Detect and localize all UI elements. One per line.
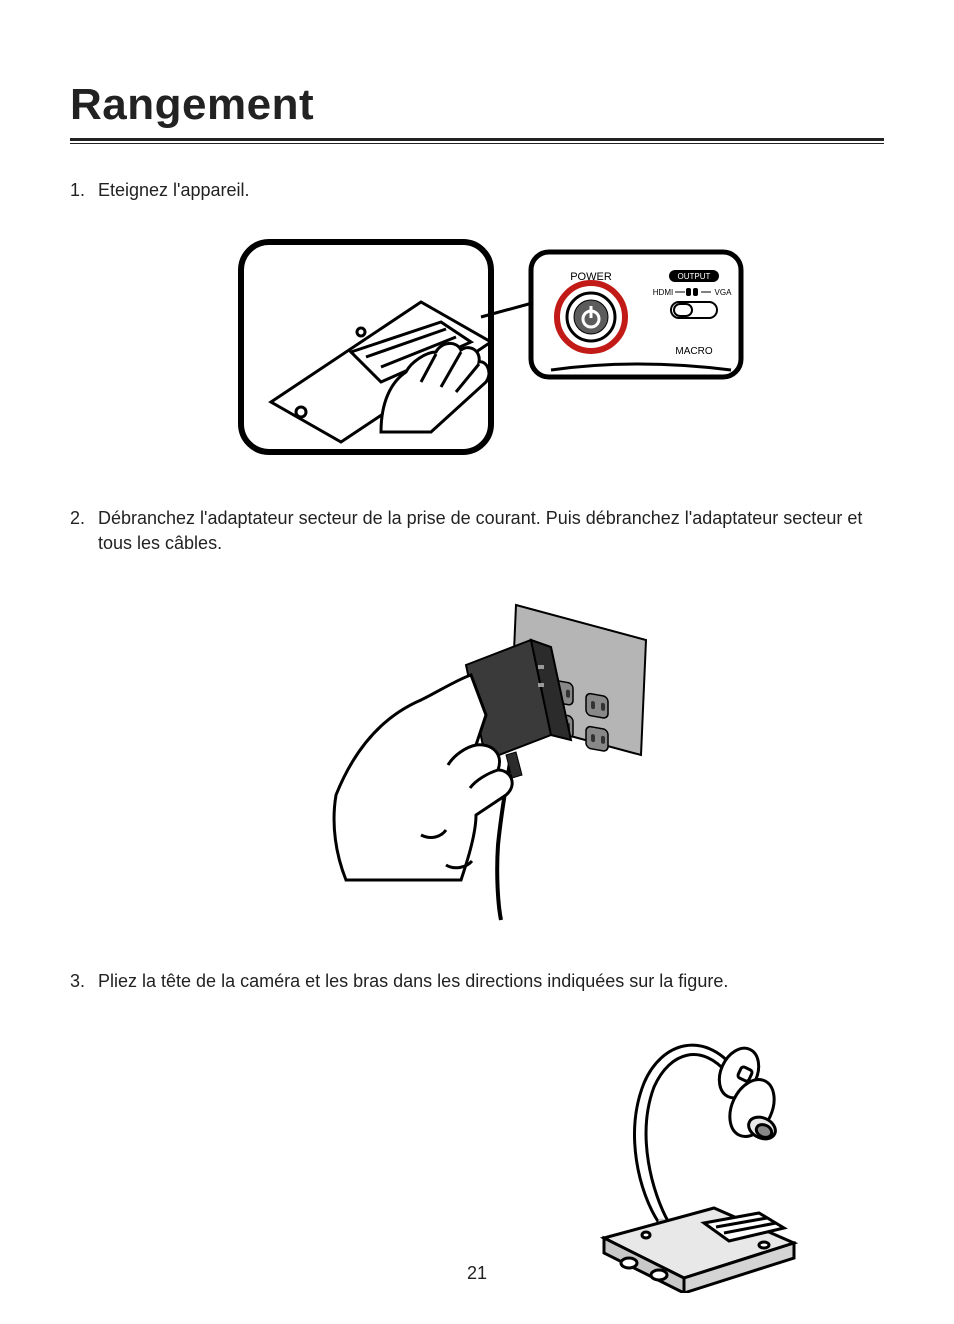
figure-3 — [98, 1013, 884, 1293]
output-label: OUTPUT — [678, 272, 711, 281]
page-title: Rangement — [70, 80, 884, 130]
figure-1-svg: POWER OUTPUT HDMI — [231, 232, 751, 462]
figure-2 — [98, 585, 884, 925]
macro-label: MACRO — [675, 346, 712, 357]
step-3-text: Pliez la tête de la caméra et les bras d… — [98, 971, 728, 991]
document-page: Rangement Eteignez l'appareil. — [0, 0, 954, 1324]
step-2-text: Débranchez l'adaptateur secteur de la pr… — [98, 508, 862, 552]
figure-2-svg — [326, 585, 656, 925]
hdmi-label: HDMI — [653, 288, 673, 297]
step-1: Eteignez l'appareil. — [70, 178, 884, 462]
steps-list: Eteignez l'appareil. — [70, 178, 884, 1293]
step-1-text: Eteignez l'appareil. — [98, 180, 250, 200]
step-3: Pliez la tête de la caméra et les bras d… — [70, 969, 884, 1293]
page-number: 21 — [0, 1263, 954, 1284]
step-2: Débranchez l'adaptateur secteur de la pr… — [70, 506, 884, 925]
figure-3-svg — [584, 1013, 804, 1293]
vga-label: VGA — [715, 288, 733, 297]
title-rule-thin — [70, 143, 884, 144]
title-rule-thick — [70, 138, 884, 141]
figure-1: POWER OUTPUT HDMI — [98, 232, 884, 462]
